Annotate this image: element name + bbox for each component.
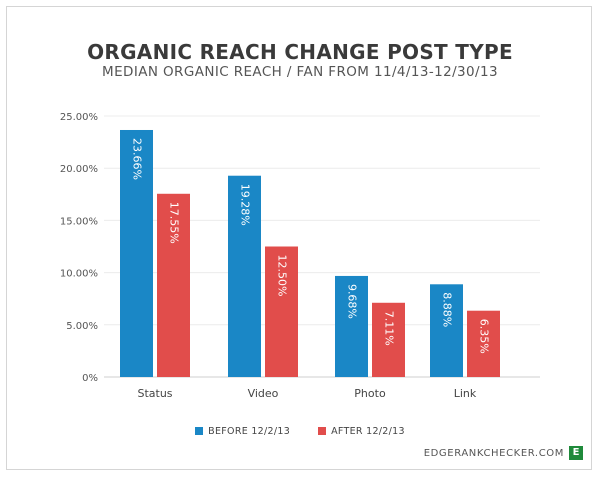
y-tick-label: 15.00%	[60, 216, 98, 227]
x-category-label: Photo	[354, 387, 386, 400]
bar-after	[467, 310, 500, 377]
bar-after	[157, 193, 190, 377]
bar-before	[120, 129, 153, 377]
x-category-label: Status	[137, 387, 172, 400]
legend-swatch-after	[318, 427, 327, 435]
legend-label-before: BEFORE 12/2/13	[208, 425, 291, 437]
watermark-text: EDGERANKCHECKER.COM	[423, 447, 564, 459]
bar-after	[372, 302, 405, 377]
chart-subtitle: MEDIAN ORGANIC REACH / FAN FROM 11/4/13-…	[102, 64, 498, 80]
bar-value-label: 17.55%	[168, 202, 181, 244]
chart-frame	[6, 6, 592, 470]
bar-value-label: 23.66%	[131, 138, 144, 180]
bar-before	[335, 275, 368, 377]
bar-before	[430, 284, 463, 377]
bar-value-label: 12.50%	[276, 255, 289, 297]
legend-label-after: AFTER 12/2/13	[331, 425, 405, 437]
bar-before	[228, 175, 261, 377]
y-tick-label: 0%	[82, 373, 98, 384]
legend-swatch-before	[195, 427, 204, 435]
chart-title: ORGANIC REACH CHANGE POST TYPE	[87, 40, 513, 64]
bar-value-label: 19.28%	[239, 184, 252, 226]
x-category-label: Link	[454, 387, 477, 400]
bar-value-label: 7.11%	[383, 311, 396, 346]
legend-item-before: BEFORE 12/2/13	[195, 426, 290, 437]
bar-value-label: 6.35%	[478, 319, 491, 354]
x-category-label: Video	[248, 387, 279, 400]
bar-value-label: 8.88%	[441, 292, 454, 327]
bar-value-label: 9.68%	[346, 284, 359, 319]
y-tick-label: 5.00%	[66, 321, 98, 332]
y-tick-label: 25.00%	[60, 112, 98, 123]
legend-item-after: AFTER 12/2/13	[318, 426, 405, 437]
y-tick-label: 10.00%	[60, 269, 98, 280]
watermark: EDGERANKCHECKER.COM E	[424, 446, 583, 460]
bar-after	[265, 246, 298, 377]
edgerank-logo-icon: E	[569, 446, 583, 460]
legend: BEFORE 12/2/13 AFTER 12/2/13	[0, 424, 600, 438]
y-tick-label: 20.00%	[60, 164, 98, 175]
